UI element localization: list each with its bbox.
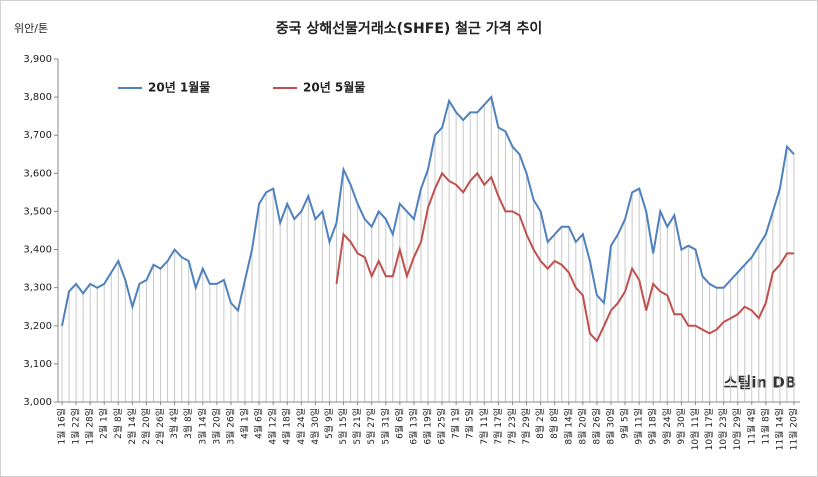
x-tick-label: 5월 31일	[379, 408, 391, 445]
x-tick-label: 2월 20일	[140, 408, 152, 445]
series-line	[335, 171, 794, 343]
x-tick-label: 8월 8일	[548, 408, 560, 439]
x-tick-label: 2월 14일	[126, 408, 138, 445]
y-tick-label: 3,200	[23, 321, 52, 332]
y-tick-label: 3,100	[23, 359, 52, 370]
x-tick-label: 7월 29일	[520, 408, 532, 445]
x-tick-label: 7월 5일	[464, 408, 476, 439]
y-tick-label: 3,500	[23, 206, 52, 217]
x-tick-label: 7월 11일	[478, 408, 490, 445]
x-tick-label: 1월 22일	[70, 408, 82, 445]
y-tick-label: 3,400	[23, 245, 52, 256]
x-tick-label: 11월 20일	[788, 408, 800, 450]
x-tick-label: 8월 14일	[562, 408, 574, 445]
x-tick-label: 3월 4일	[168, 408, 180, 439]
x-tick-label: 9월 5일	[619, 408, 631, 439]
legend-label: 20년 1월물	[148, 80, 210, 95]
y-axis-label: 위안/톤	[14, 22, 48, 35]
x-tick-label: 5월 15일	[337, 408, 349, 445]
x-tick-label: 6월 19일	[422, 408, 434, 445]
x-tick-label: 4월 24일	[295, 408, 307, 445]
legend-label: 20년 5월물	[303, 80, 365, 95]
x-tick-label: 9월 11일	[633, 408, 645, 445]
x-tick-label: 4월 18일	[281, 408, 293, 445]
x-tick-label: 2월 26일	[154, 408, 166, 445]
x-tick-label: 4월 1일	[239, 408, 251, 439]
x-tick-label: 3월 8일	[182, 408, 194, 439]
x-tick-label: 3월 14일	[196, 408, 208, 445]
x-tick-label: 10월 17일	[703, 408, 715, 450]
x-tick-label: 1월 28일	[84, 408, 96, 445]
y-tick-label: 3,900	[23, 54, 52, 65]
x-tick-label: 9월 18일	[647, 408, 659, 445]
x-tick-label: 5월 21일	[351, 408, 363, 445]
y-tick-label: 3,300	[23, 283, 52, 294]
x-tick-label: 4월 12일	[267, 408, 279, 445]
x-tick-label: 8월 2일	[534, 408, 546, 439]
x-tick-label: 4월 30일	[309, 408, 321, 445]
y-tick-label: 3,800	[23, 92, 52, 103]
x-tick-label: 6월 25일	[436, 408, 448, 445]
x-tick-label: 6월 6일	[393, 408, 405, 439]
x-tick-label: 7월 23일	[506, 408, 518, 445]
y-tick-label: 3,700	[23, 130, 52, 141]
x-tick-label: 5월 9일	[323, 408, 335, 439]
x-tick-label: 9월 24일	[661, 408, 673, 445]
x-tick-label: 6월 13일	[407, 408, 419, 445]
x-tick-label: 1월 16일	[56, 408, 68, 445]
y-tick-label: 3,000	[23, 397, 52, 408]
x-tick-label: 11월 8일	[759, 408, 771, 445]
x-tick-label: 8월 20일	[576, 408, 588, 445]
chart-title: 중국 상해선물거래소(SHFE) 철근 가격 추이	[276, 20, 542, 37]
y-tick-label: 3,600	[23, 168, 52, 179]
x-tick-label: 7월 17일	[492, 408, 504, 445]
x-tick-label: 8월 30일	[605, 408, 617, 445]
x-tick-label: 8월 26일	[590, 408, 602, 445]
x-tick-label: 4월 6일	[253, 408, 265, 439]
x-tick-label: 7월 1일	[450, 408, 462, 439]
watermark: 스틸in DB	[724, 374, 797, 392]
x-tick-label: 11월 4일	[745, 408, 757, 445]
x-tick-label: 10월 11일	[689, 408, 701, 450]
x-tick-label: 2월 1일	[98, 408, 110, 439]
series-line	[61, 95, 795, 326]
x-tick-label: 3월 20일	[210, 408, 222, 445]
x-tick-label: 11월 14일	[773, 408, 785, 450]
x-tick-label: 3월 26일	[224, 408, 236, 445]
x-tick-label: 5월 27일	[365, 408, 377, 445]
x-tick-label: 10월 29일	[731, 408, 743, 450]
x-tick-label: 9월 30일	[675, 408, 687, 445]
x-tick-label: 10월 23일	[717, 408, 729, 450]
x-tick-label: 2월 8일	[112, 408, 124, 439]
